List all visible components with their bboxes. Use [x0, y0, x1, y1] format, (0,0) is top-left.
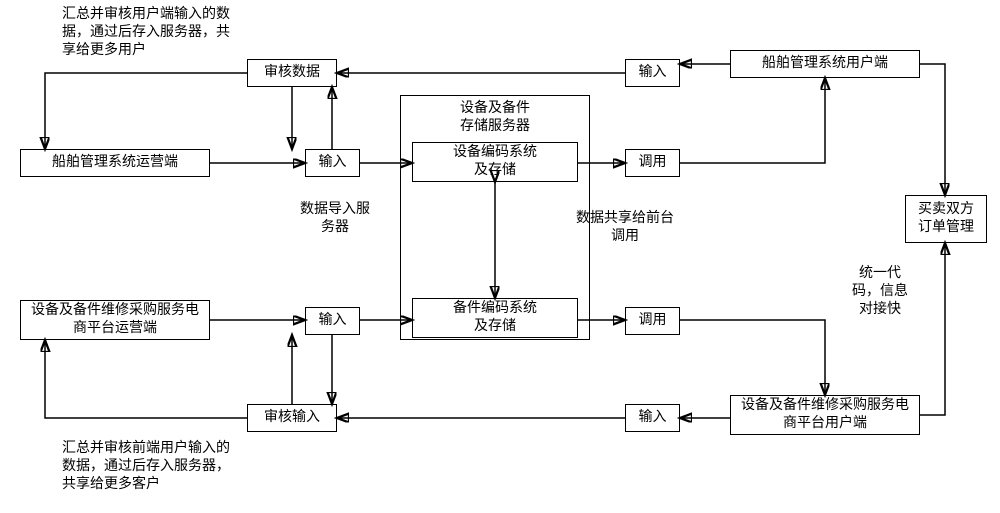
node-input-top: 输入	[305, 149, 360, 177]
text: 输入	[319, 154, 347, 172]
text: 输入	[319, 312, 347, 330]
label-bot: 汇总并审核前端用户输入的 数据，通过后存入服务器， 共享给更多客户	[62, 440, 272, 495]
text: 买卖双方 订单管理	[918, 201, 974, 237]
text: 备件编码系统 及存储	[453, 300, 537, 336]
node-input-r-bot: 输入	[625, 404, 680, 432]
text: 审核数据	[264, 64, 320, 82]
node-input-bot: 输入	[305, 307, 360, 335]
text: 船舶管理系统用户端	[762, 55, 888, 73]
node-ship-client: 船舶管理系统用户端	[730, 50, 920, 78]
node-review-input: 审核输入	[247, 404, 337, 432]
node-order-mgmt: 买卖双方 订单管理	[905, 195, 987, 243]
text: 输入	[639, 64, 667, 82]
node-call-top: 调用	[625, 149, 680, 177]
node-spare-code: 备件编码系统 及存储	[412, 298, 578, 338]
node-ecom-client: 设备及备件维修采购服务电 商平台用户端	[730, 395, 920, 435]
node-review-data: 审核数据	[247, 59, 337, 87]
text: 审核输入	[264, 409, 320, 427]
node-dev-code: 设备编码系统 及存储	[412, 142, 578, 182]
text: 船舶管理系统运营端	[52, 154, 178, 172]
label-share: 数据共享给前台 调用	[545, 210, 705, 246]
label-code: 统一代 码，信息 对接快	[840, 265, 920, 320]
text: 设备编码系统 及存储	[453, 144, 537, 180]
text: 调用	[639, 154, 667, 172]
text: 调用	[639, 312, 667, 330]
text: 设备及备件维修采购服务电 商平台用户端	[741, 397, 909, 433]
label-top: 汇总并审核用户端输入的数 据，通过后存入服务器，共 享给更多用户	[62, 6, 262, 61]
node-ecom-ops: 设备及备件维修采购服务电 商平台运营端	[20, 300, 210, 340]
label-import: 数据导入服 务器	[275, 201, 395, 237]
text: 设备及备件维修采购服务电 商平台运营端	[31, 302, 199, 338]
text: 设备及备件 存储服务器	[460, 100, 530, 136]
node-input-r-top: 输入	[625, 59, 680, 87]
node-ship-ops: 船舶管理系统运营端	[20, 149, 210, 177]
node-call-bot: 调用	[625, 307, 680, 335]
text: 输入	[639, 409, 667, 427]
